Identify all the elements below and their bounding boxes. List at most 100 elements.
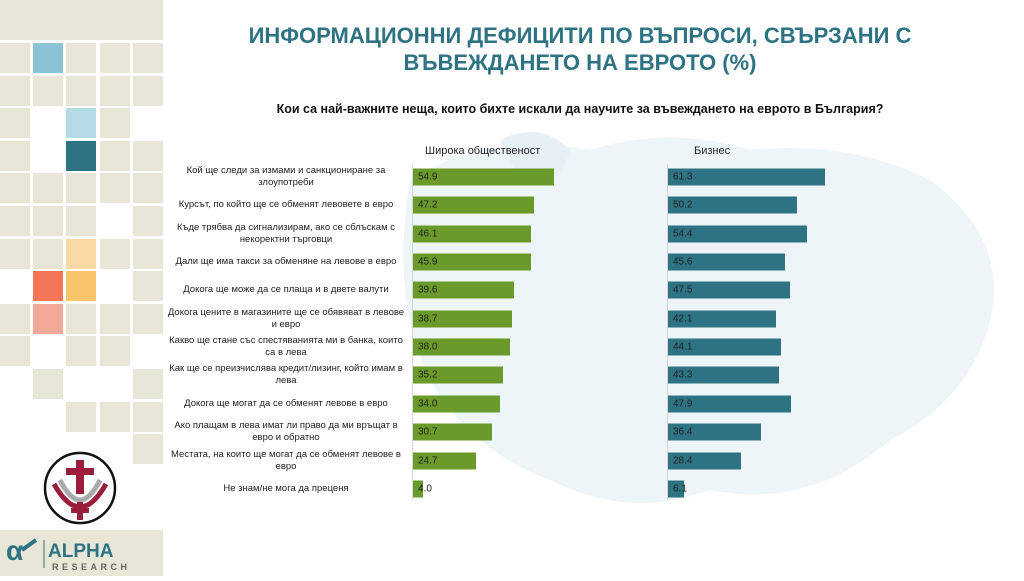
- decorative-tile: [66, 173, 96, 204]
- data-label: 30.7: [418, 426, 438, 438]
- bar-business: [668, 168, 825, 186]
- data-label: 45.6: [673, 256, 693, 268]
- bar-public: [413, 423, 492, 441]
- decorative-tile: [0, 303, 30, 334]
- decorative-tile: [66, 75, 96, 106]
- axis-line-business: [667, 164, 668, 500]
- category-label: Как ще се преизчислява кредит/лизинг, ко…: [169, 363, 403, 387]
- decorative-tile: [66, 108, 96, 139]
- decorative-tile: [100, 108, 130, 139]
- decorative-tile: [33, 75, 63, 106]
- data-label: 4.0: [418, 483, 432, 495]
- bar-public: [413, 281, 515, 299]
- decorative-tile: [133, 401, 163, 432]
- data-label: 54.4: [673, 228, 693, 240]
- data-label: 38.7: [418, 313, 438, 325]
- bar-business: [668, 423, 762, 441]
- data-label: 50.2: [673, 199, 693, 211]
- bar-public: [413, 225, 532, 243]
- data-label: 45.9: [418, 256, 438, 268]
- data-label: 47.9: [673, 398, 693, 410]
- decorative-tile: [133, 434, 163, 465]
- data-label: 44.1: [673, 341, 693, 353]
- decorative-tile: [133, 238, 163, 269]
- decorative-tile: [100, 401, 130, 432]
- bar-public: [413, 480, 424, 498]
- decorative-tile: [133, 75, 163, 106]
- decorative-tile: [100, 140, 130, 171]
- category-label: Не знам/не мога да преценя: [223, 482, 349, 494]
- decorative-tile: [0, 140, 30, 171]
- data-label: 39.6: [418, 284, 438, 296]
- alpha-research-logo: α ALPHA RESEARCH: [6, 535, 131, 572]
- bar-public: [413, 310, 513, 328]
- series-header-public: Широка общественост: [425, 145, 541, 157]
- institution-emblem-logo: [43, 451, 117, 525]
- decorative-tile: [33, 238, 63, 269]
- data-label: 36.4: [673, 426, 693, 438]
- decorative-tile: [33, 271, 63, 302]
- data-label: 47.5: [673, 284, 693, 296]
- data-label: 35.2: [418, 369, 438, 381]
- decorative-tile: [66, 43, 96, 73]
- data-label: 54.9: [418, 171, 438, 183]
- svg-text:ALPHA: ALPHA: [48, 541, 114, 562]
- decorative-tile: [66, 303, 96, 334]
- bar-public: [413, 395, 501, 413]
- chart-question: Кои са най-важните неща, които бихте иск…: [276, 102, 884, 116]
- decorative-tile: [133, 43, 163, 73]
- decorative-tile: [0, 75, 30, 106]
- page-title: ИНФОРМАЦИОННИ ДЕФИЦИТИ ПО ВЪПРОСИ, СВЪРЗ…: [248, 23, 912, 75]
- decorative-tile: [133, 173, 163, 204]
- bar-public: [413, 452, 477, 469]
- decorative-tile: [133, 140, 163, 171]
- axis-line-public: [412, 164, 413, 500]
- data-label: 47.2: [418, 199, 438, 211]
- decorative-tile: [33, 173, 63, 204]
- category-label: Докога цените в магазините ще се обявява…: [167, 306, 405, 330]
- decorative-tile: [66, 140, 96, 171]
- decorative-tile: [133, 271, 163, 302]
- data-label: 28.4: [673, 455, 693, 466]
- decorative-tile: [66, 271, 96, 302]
- bar-public: [413, 253, 531, 271]
- data-label: 6.1: [673, 483, 687, 495]
- bar-business: [668, 338, 781, 356]
- decorative-tile: [133, 303, 163, 334]
- bar-business: [668, 281, 790, 299]
- bar-business: [668, 395, 791, 413]
- decorative-tile: [0, 43, 30, 73]
- decorative-tile: [100, 75, 130, 106]
- bar-business: [668, 452, 741, 469]
- svg-text:α: α: [6, 535, 23, 566]
- decorative-tile: [133, 206, 163, 236]
- bar-business: [668, 366, 779, 384]
- category-label: Курсът, по който ще се обменят левовете …: [178, 199, 394, 211]
- data-label: 42.1: [673, 313, 693, 325]
- decorative-tile: [66, 238, 96, 269]
- decorative-tile: [66, 336, 96, 367]
- decorative-tile: [0, 238, 30, 269]
- category-label: Дали ще има такси за обменяне на левове …: [175, 256, 397, 268]
- decorative-tile: [33, 43, 63, 73]
- decorative-block: [0, 0, 163, 40]
- decorative-tile-panel: α ALPHA RESEARCH: [0, 0, 164, 576]
- decorative-tile: [100, 43, 130, 73]
- category-label: Докога ще може да се плаща и в двете вал…: [183, 284, 389, 296]
- bar-public: [413, 196, 534, 214]
- data-label: 38.0: [418, 341, 438, 353]
- decorative-tile: [100, 336, 130, 367]
- category-label: Какво ще стане със спестяванията ми в ба…: [169, 335, 403, 359]
- svg-text:RESEARCH: RESEARCH: [52, 562, 131, 572]
- category-label: Ако плащам в лева имат ли право да ми вр…: [174, 420, 398, 444]
- category-label: Местата, на които ще могат да се обменят…: [171, 448, 401, 472]
- decorative-tile: [0, 206, 30, 236]
- bar-business: [668, 253, 785, 271]
- decorative-tile: [66, 401, 96, 432]
- logo-band: α ALPHA RESEARCH: [0, 530, 163, 576]
- bar-business: [668, 225, 808, 243]
- decorative-tile: [100, 173, 130, 204]
- data-label: 46.1: [418, 228, 438, 240]
- decorative-tile: [66, 206, 96, 236]
- category-label: Кой ще следи за измами и санкциониране з…: [186, 165, 386, 188]
